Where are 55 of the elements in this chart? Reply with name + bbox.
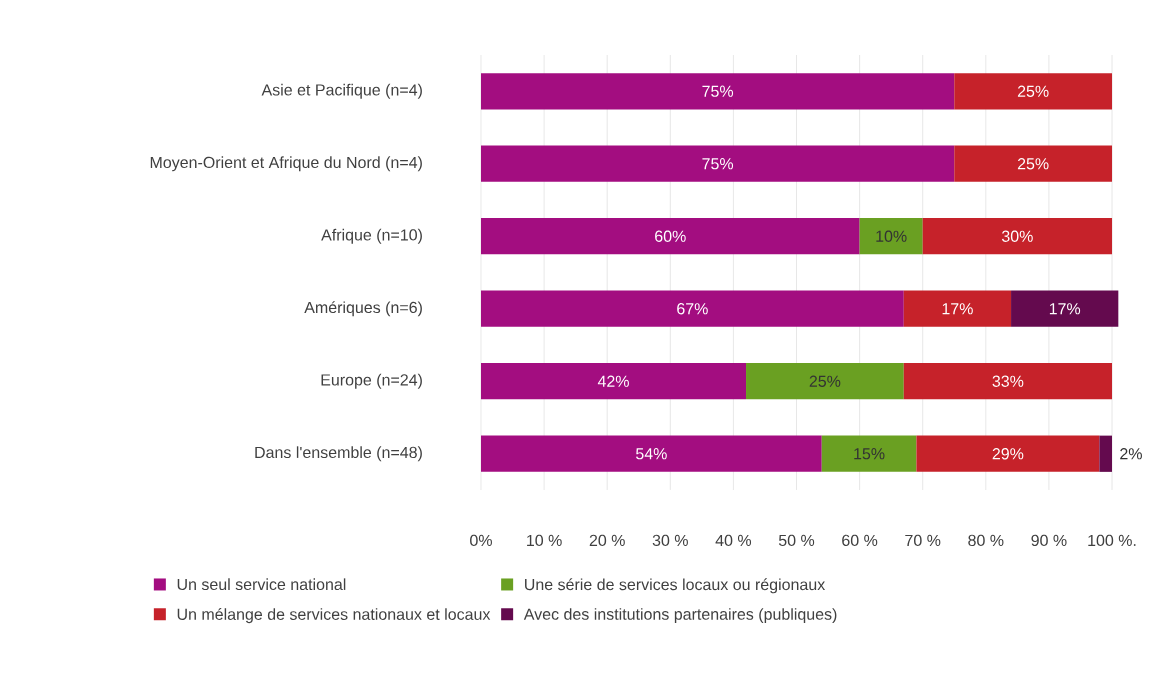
data-label: 75%: [702, 85, 734, 97]
bar: [481, 73, 955, 110]
x-tick-label: 80 %: [968, 534, 1004, 547]
data-label: 15%: [854, 448, 885, 460]
data-label: 2%: [1120, 448, 1142, 460]
data-label: 54%: [636, 448, 667, 460]
y-tick-label: Moyen-Orient et Afrique du Nord (n=4): [150, 156, 422, 172]
y-tick-label: Afrique (n=10): [321, 228, 422, 244]
y-tick-label: Amériques (n=6): [304, 301, 422, 317]
legend-label: Un seul service national: [177, 578, 346, 591]
data-label: 33%: [992, 375, 1024, 387]
x-tick-label: 10 %: [527, 534, 562, 547]
bar: [481, 218, 860, 255]
x-tick-label: 90 %: [1031, 534, 1067, 547]
legend-label: Avec des institutions partenaires (publiques): [523, 608, 837, 624]
data-label: 60%: [655, 230, 686, 242]
data-label: 42%: [597, 375, 629, 387]
bar: [859, 218, 923, 255]
bar: [746, 363, 904, 400]
x-tick-label: 100 %.: [1088, 534, 1136, 547]
data-label: 29%: [992, 448, 1024, 460]
bar: [481, 435, 822, 472]
bar: [954, 73, 1113, 110]
legend-label: Une série de services locaux ou régionaux: [525, 578, 826, 594]
bar: [481, 145, 955, 182]
data-label: 17%: [1049, 303, 1081, 315]
data-label: 67%: [677, 303, 708, 315]
data-label: 75%: [702, 158, 734, 170]
bar: [922, 218, 1113, 255]
bar: [481, 363, 747, 400]
bar: [821, 435, 917, 472]
data-label: 25%: [809, 375, 841, 387]
bar: [903, 290, 1012, 327]
data-label: 17%: [942, 303, 973, 315]
x-tick-label: 60 %: [842, 534, 878, 547]
y-tick-label: Dans l'ensemble (n=48): [255, 446, 422, 462]
bar: [916, 435, 1100, 472]
data-label: 25%: [1017, 85, 1049, 97]
x-tick-label: 40 %: [715, 534, 752, 547]
y-tick-label: Europe (n=24): [321, 373, 422, 389]
x-tick-label: 30 %: [652, 534, 688, 547]
bar: [481, 290, 904, 327]
legend-label: Un mélange de services nationaux et locaux: [177, 608, 491, 624]
y-tick-label: Asie et Pacifique (n=4): [261, 83, 422, 99]
data-label: 30%: [1001, 230, 1033, 242]
data-label: 10%: [876, 230, 907, 242]
x-tick-label: 50 %: [778, 534, 815, 547]
x-tick-label: 0%: [470, 534, 492, 547]
bar: [1011, 290, 1119, 327]
x-tick-label: 70 %: [905, 534, 941, 547]
x-tick-label: 20 %: [589, 534, 625, 547]
bar: [954, 145, 1113, 182]
bar: [903, 363, 1113, 400]
data-label: 25%: [1017, 158, 1049, 170]
bar: [1099, 435, 1113, 472]
